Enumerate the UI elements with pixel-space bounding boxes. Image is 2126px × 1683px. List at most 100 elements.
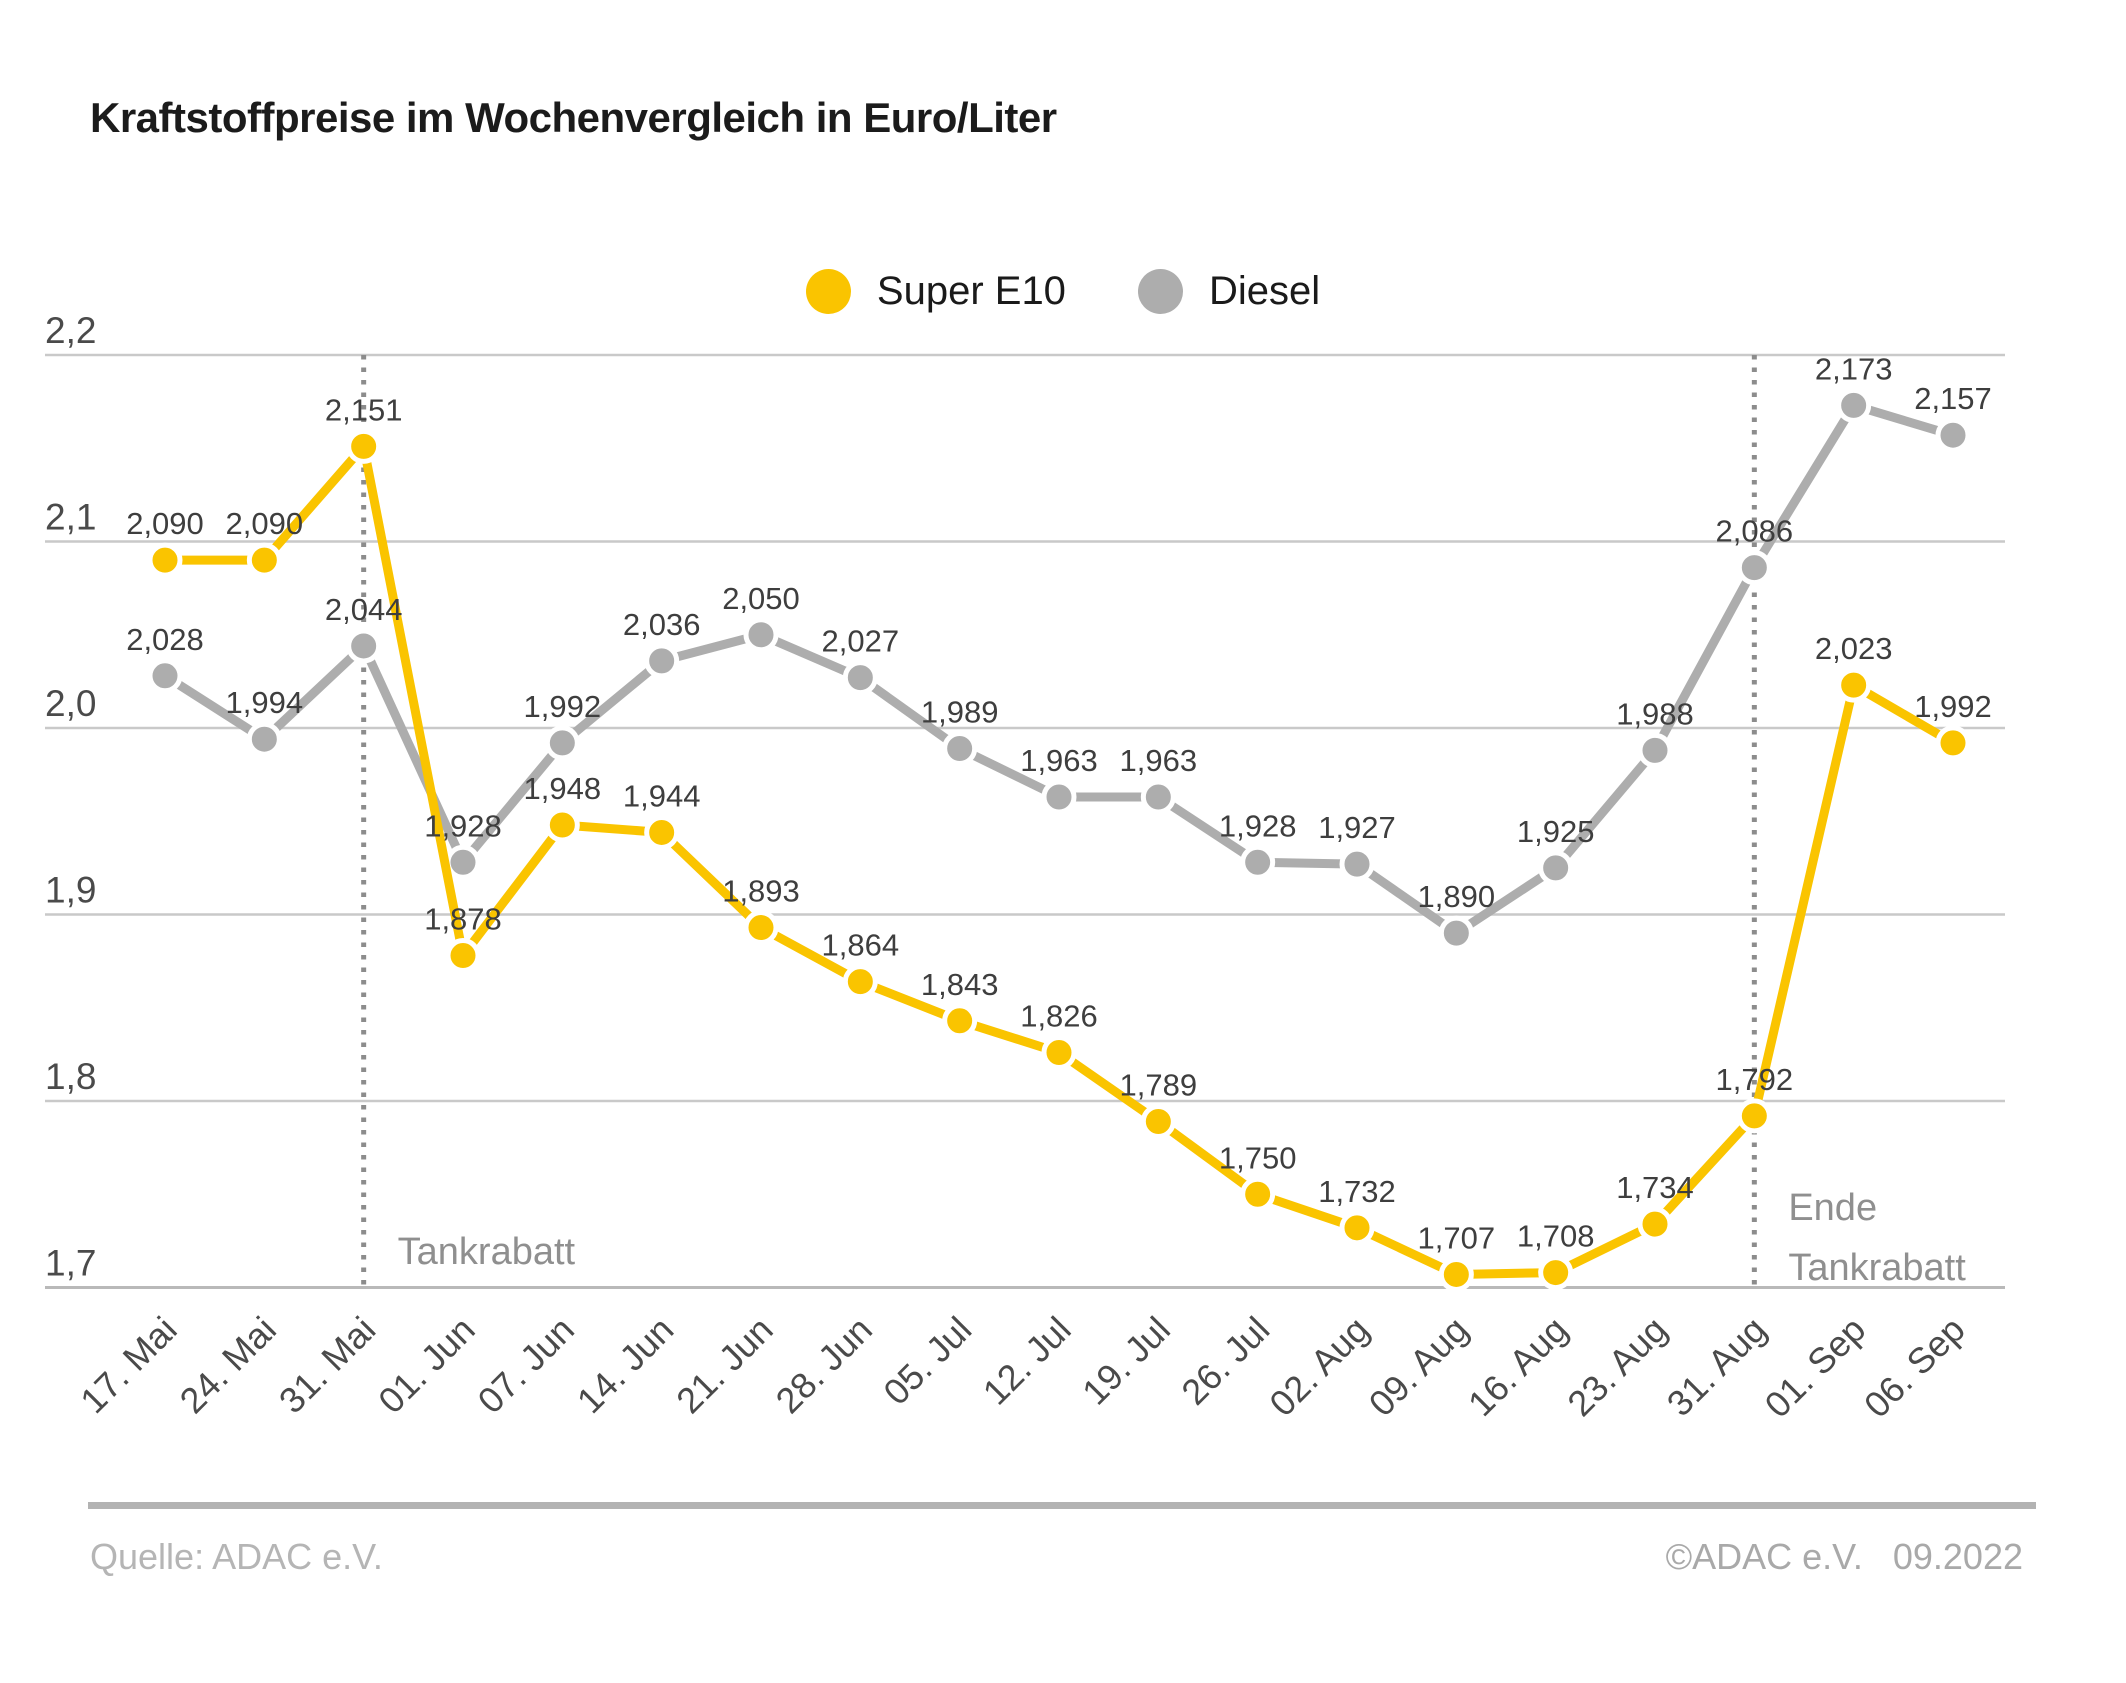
value-label: 2,027 <box>822 624 900 659</box>
y-tick-label: 2,2 <box>45 310 96 351</box>
x-tick-label: 31. Mai <box>271 1309 383 1421</box>
super-e10-swatch-icon <box>805 269 851 314</box>
value-label: 1,878 <box>424 902 502 937</box>
x-tick-label: 02. Aug <box>1261 1309 1376 1424</box>
y-tick-label: 1,9 <box>45 870 96 911</box>
value-label: 1,928 <box>424 808 502 843</box>
data-point-super-e10 <box>743 910 779 946</box>
y-tick-label: 2,0 <box>45 683 96 724</box>
value-label: 1,826 <box>1020 999 1098 1034</box>
value-label: 1,948 <box>524 771 602 806</box>
legend-item-diesel: Diesel <box>1137 269 1320 314</box>
data-point-diesel <box>1935 417 1971 453</box>
value-label: 1,963 <box>1020 743 1098 778</box>
annotation-label: Tankrabatt <box>398 1231 576 1273</box>
value-label: 2,086 <box>1716 514 1794 549</box>
series-line-diesel <box>160 400 1958 938</box>
data-point-super-e10 <box>842 964 878 1000</box>
y-tick-label: 1,7 <box>45 1243 96 1284</box>
x-tick-label: 06. Sep <box>1856 1309 1973 1426</box>
data-point-diesel <box>1140 779 1176 815</box>
x-tick-label: 07. Jun <box>469 1309 581 1421</box>
x-tick-label: 09. Aug <box>1361 1309 1476 1424</box>
value-label: 1,708 <box>1517 1219 1595 1254</box>
x-tick-label: 21. Jun <box>668 1309 780 1421</box>
value-label: 2,050 <box>722 581 800 616</box>
data-point-super-e10 <box>1339 1210 1375 1246</box>
data-point-diesel <box>1836 387 1872 423</box>
data-point-diesel <box>445 844 481 880</box>
data-point-diesel <box>1041 779 1077 815</box>
data-point-super-e10 <box>644 814 680 850</box>
data-point-super-e10 <box>445 938 481 974</box>
data-point-super-e10 <box>1935 725 1971 761</box>
data-point-super-e10 <box>1637 1206 1673 1242</box>
value-label: 1,707 <box>1418 1220 1496 1255</box>
data-point-super-e10 <box>246 542 282 578</box>
data-point-diesel <box>147 658 183 694</box>
value-label: 2,036 <box>623 607 701 642</box>
data-point-diesel <box>346 628 382 664</box>
data-point-diesel <box>246 721 282 757</box>
data-point-diesel <box>1736 550 1772 586</box>
data-point-super-e10 <box>1538 1255 1574 1291</box>
data-point-diesel <box>1637 732 1673 768</box>
x-tick-label: 17. Mai <box>72 1309 184 1421</box>
x-tick-label: 16. Aug <box>1460 1309 1575 1424</box>
x-tick-label: 01. Sep <box>1757 1309 1874 1426</box>
value-label: 2,044 <box>325 592 403 627</box>
value-label: 1,789 <box>1120 1068 1198 1103</box>
value-label: 1,843 <box>921 967 999 1002</box>
value-label: 1,928 <box>1219 808 1297 843</box>
data-point-diesel <box>1538 850 1574 886</box>
value-label: 1,994 <box>226 685 304 720</box>
value-label: 1,988 <box>1616 696 1694 731</box>
legend: Super E10 Diesel <box>0 269 2126 314</box>
series-line-super-e10 <box>160 441 1958 1279</box>
x-tick-label: 05. Jul <box>875 1309 979 1413</box>
value-label: 1,732 <box>1318 1174 1396 1209</box>
data-point-super-e10 <box>1736 1098 1772 1134</box>
x-tick-label: 01. Jun <box>370 1309 482 1421</box>
x-tick-label: 28. Jun <box>767 1309 879 1421</box>
value-label: 2,023 <box>1815 631 1893 666</box>
legend-label: Super E10 <box>876 269 1066 313</box>
annotation-label: Ende <box>1788 1187 1877 1229</box>
data-point-diesel <box>1438 915 1474 951</box>
footer-source: Quelle: ADAC e.V. <box>90 1536 383 1577</box>
data-point-super-e10 <box>147 542 183 578</box>
legend-item-super-e10: Super E10 <box>805 269 1066 314</box>
diesel-swatch-icon <box>1137 269 1183 314</box>
data-point-super-e10 <box>1836 667 1872 703</box>
copyright-text: ©ADAC e.V. <box>1665 1536 1863 1577</box>
value-label: 2,157 <box>1914 381 1992 416</box>
copyright-date: 09.2022 <box>1892 1536 2023 1577</box>
y-tick-label: 1,8 <box>45 1056 96 1097</box>
value-label: 1,893 <box>722 874 800 909</box>
footer-copyright: ©ADAC e.V. 09.2022 <box>1666 1536 2023 1578</box>
value-label: 1,992 <box>524 689 602 724</box>
value-label: 1,989 <box>921 695 999 730</box>
x-tick-label: 31. Aug <box>1659 1309 1774 1424</box>
value-label: 2,090 <box>126 506 204 541</box>
footer-divider <box>88 1502 2036 1509</box>
x-tick-label: 26. Jul <box>1173 1309 1277 1413</box>
data-point-super-e10 <box>942 1003 978 1039</box>
value-label: 1,927 <box>1318 810 1396 845</box>
value-label: 1,963 <box>1120 743 1198 778</box>
value-label: 1,734 <box>1616 1170 1694 1205</box>
data-point-super-e10 <box>1240 1176 1276 1212</box>
value-label: 1,925 <box>1517 814 1595 849</box>
data-point-super-e10 <box>346 428 382 464</box>
data-point-diesel <box>544 725 580 761</box>
y-tick-label: 2,1 <box>45 497 96 538</box>
data-point-diesel <box>644 643 680 679</box>
data-point-super-e10 <box>1438 1256 1474 1292</box>
x-tick-label: 12. Jul <box>975 1309 1079 1413</box>
page-title: Kraftstoffpreise im Wochenvergleich in E… <box>90 94 1057 141</box>
data-point-diesel <box>842 660 878 696</box>
x-tick-label: 19. Jul <box>1074 1309 1178 1413</box>
value-label: 2,151 <box>325 392 403 427</box>
x-tick-label: 23. Aug <box>1559 1309 1674 1424</box>
